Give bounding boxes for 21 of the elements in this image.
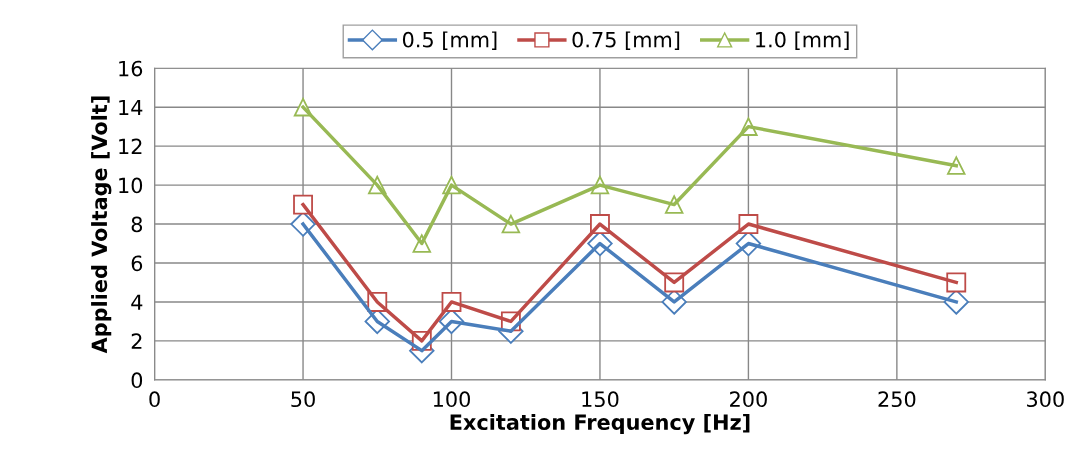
x-tick-label: 150 bbox=[582, 391, 619, 408]
y-tick-label: 8 bbox=[131, 216, 143, 233]
x-tick-label: 50 bbox=[291, 391, 315, 408]
x-tick-label: 250 bbox=[878, 391, 916, 408]
y-tick-label: 16 bbox=[119, 60, 143, 77]
legend-label: 0.75 [mm] bbox=[572, 31, 680, 50]
x-tick-label: 0 bbox=[149, 391, 160, 408]
y-tick-label: 14 bbox=[119, 99, 143, 116]
y-axis-title: Applied Voltage [Volt] bbox=[91, 96, 112, 354]
y-tick-label: 4 bbox=[131, 294, 143, 310]
y-tick-label: 0 bbox=[131, 372, 143, 389]
y-tick-label: 2 bbox=[131, 333, 142, 349]
x-tick-label: 300 bbox=[1027, 391, 1064, 408]
y-tick-label: 12 bbox=[119, 138, 142, 155]
y-tick-label: 10 bbox=[119, 177, 143, 194]
legend-label: 1.0 [mm] bbox=[756, 31, 849, 50]
x-axis-title: Excitation Frequency [Hz] bbox=[450, 413, 750, 435]
legend-label: 0.5 [mm] bbox=[402, 31, 497, 50]
x-tick-label: 200 bbox=[730, 391, 767, 408]
y-tick-label: 6 bbox=[131, 255, 143, 272]
x-tick-label: 100 bbox=[433, 391, 470, 408]
